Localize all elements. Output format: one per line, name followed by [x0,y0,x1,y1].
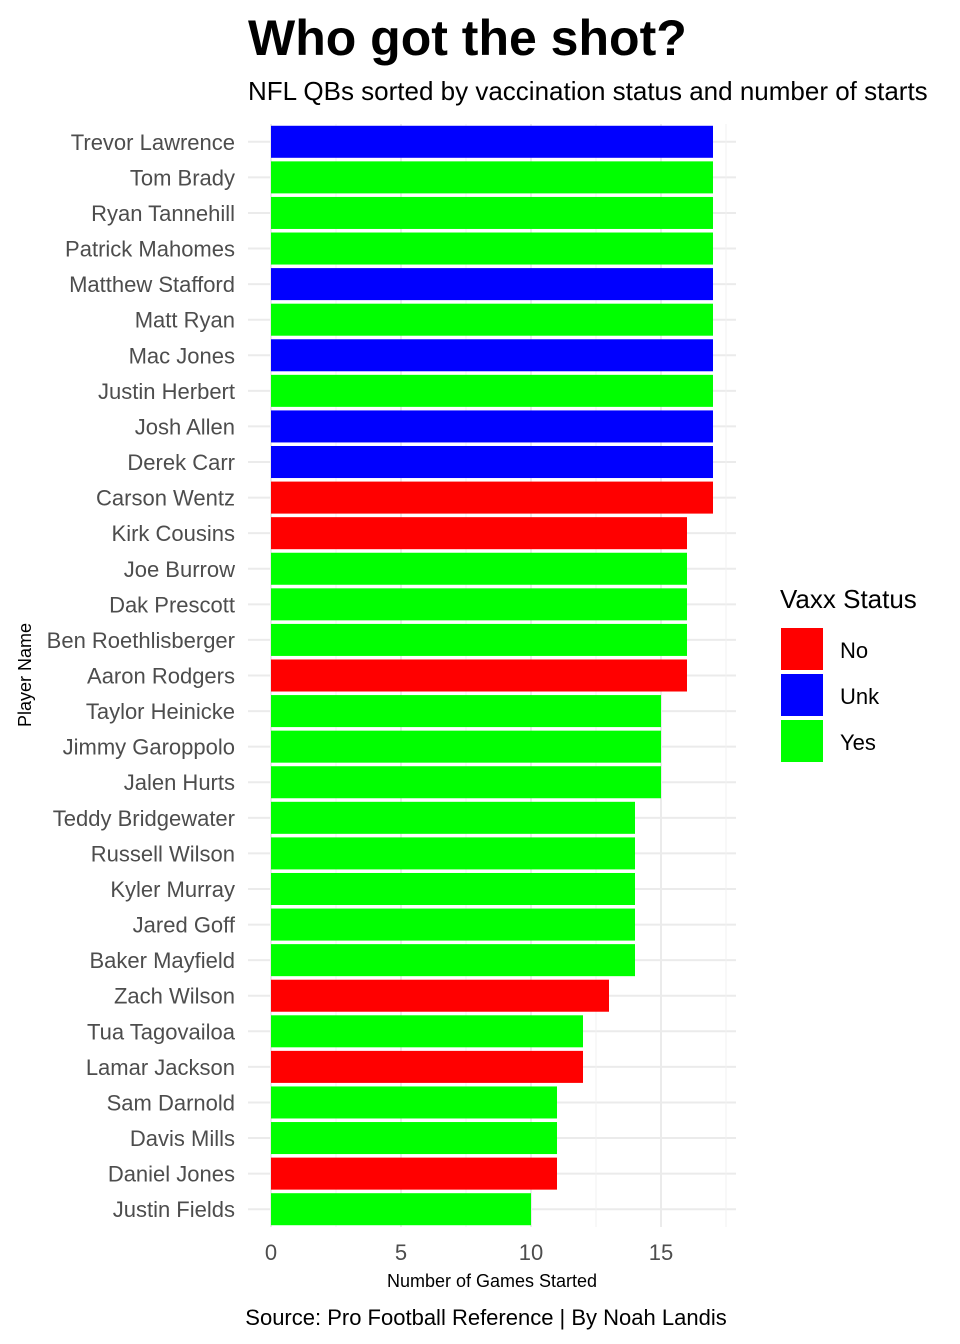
bar [271,1050,583,1083]
y-tick-label: Lamar Jackson [86,1055,235,1080]
y-tick-label: Jared Goff [133,913,236,938]
bar [271,161,713,194]
bar [271,1193,531,1226]
bar [271,872,635,905]
bar [271,766,661,799]
bar [271,1122,557,1155]
bar [271,695,661,728]
y-tick-label: Justin Herbert [98,379,235,404]
legend-swatch [781,720,823,762]
legend: Vaxx Status No Unk Yes [780,584,917,762]
x-tick-label: 10 [519,1240,543,1265]
bar [271,837,635,870]
y-tick-label: Zach Wilson [114,984,235,1009]
y-tick-label: Joe Burrow [124,557,235,582]
bar [271,659,687,692]
y-tick-label: Derek Carr [127,450,235,475]
y-tick-labels: Trevor Lawrence Tom Brady Ryan Tannehill Pa… [47,130,236,1222]
y-tick-label: Tom Brady [130,165,235,190]
y-tick-label: Dak Prescott [109,592,235,617]
y-tick-label: Kyler Murray [110,877,235,902]
y-tick-label: Josh Allen [135,414,235,439]
bar [271,410,713,443]
bar [271,979,609,1012]
bar [271,268,713,301]
chart-title: Who got the shot? [248,10,687,66]
bar [271,1086,557,1119]
legend-label: No [840,638,868,663]
bar [271,517,687,550]
y-tick-label: Ben Roethlisberger [47,628,235,653]
y-tick-label: Taylor Heinicke [86,699,235,724]
y-tick-label: Mac Jones [129,343,235,368]
y-tick-label: Jimmy Garoppolo [63,735,235,760]
y-tick-label: Matthew Stafford [69,272,235,297]
y-axis-label: Player Name [15,623,35,727]
legend-label: Yes [840,730,876,755]
x-tick-label: 0 [265,1240,277,1265]
y-tick-label: Trevor Lawrence [71,130,235,155]
bar [271,374,713,407]
bar [271,1157,557,1190]
chart-subtitle: NFL QBs sorted by vaccination status and… [248,76,928,106]
bar [271,303,713,336]
y-tick-label: Baker Mayfield [89,948,235,973]
bar [271,125,713,158]
chart-caption: Source: Pro Football Reference | By Noah… [245,1305,726,1330]
y-tick-label: Sam Darnold [107,1090,235,1115]
bar [271,1015,583,1048]
y-tick-label: Patrick Mahomes [65,237,235,262]
y-tick-label: Jalen Hurts [124,770,235,795]
bar [271,730,661,763]
bar [271,801,635,834]
bar [271,944,635,977]
legend-title: Vaxx Status [780,584,917,614]
bars [271,125,713,1226]
y-tick-label: Ryan Tannehill [91,201,235,226]
bar [271,481,713,514]
bar [271,552,687,585]
y-tick-label: Carson Wentz [96,486,235,511]
x-tick-label: 15 [649,1240,673,1265]
x-axis-label: Number of Games Started [387,1271,597,1291]
y-tick-label: Kirk Cousins [112,521,235,546]
y-tick-label: Justin Fields [113,1197,235,1222]
bar [271,908,635,941]
bar [271,232,713,265]
y-tick-label: Russell Wilson [91,841,235,866]
bar [271,623,687,656]
bar [271,446,713,479]
bar [271,196,713,229]
y-tick-label: Daniel Jones [108,1162,235,1187]
legend-label: Unk [840,684,880,709]
y-tick-label: Tua Tagovailoa [87,1019,236,1044]
y-tick-label: Davis Mills [130,1126,235,1151]
legend-swatch [781,674,823,716]
x-tick-label: 5 [395,1240,407,1265]
y-tick-label: Matt Ryan [135,308,235,333]
legend-swatch [781,628,823,670]
x-tick-labels: 0 5 10 15 [265,1240,673,1265]
bar [271,588,687,621]
bar [271,339,713,372]
y-tick-label: Teddy Bridgewater [53,806,235,831]
y-tick-label: Aaron Rodgers [87,664,235,689]
